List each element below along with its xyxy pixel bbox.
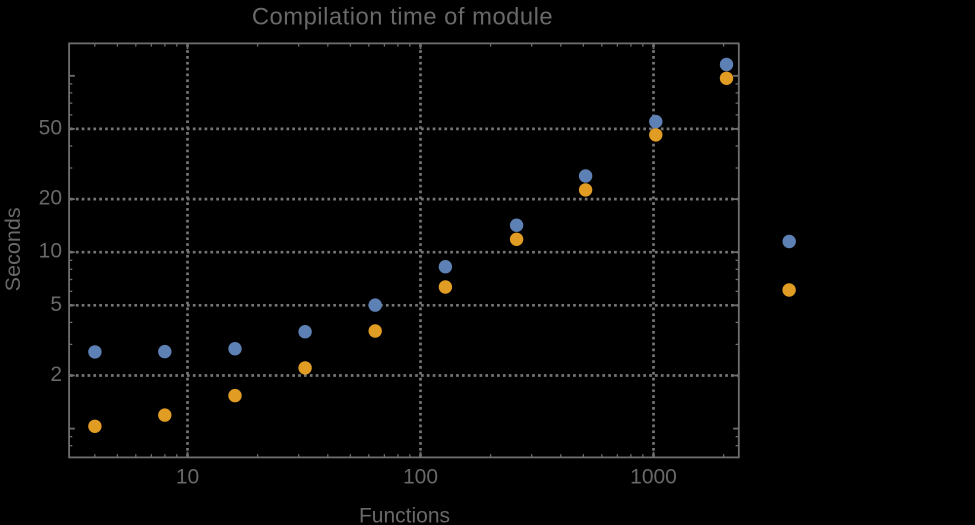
svg-text:2: 2 — [50, 363, 62, 386]
svg-text:100: 100 — [403, 465, 438, 488]
svg-text:10: 10 — [176, 465, 199, 488]
svg-text:5: 5 — [50, 293, 62, 316]
svg-text:10: 10 — [39, 240, 62, 263]
svg-text:1000: 1000 — [630, 465, 677, 488]
svg-text:Seconds: Seconds — [0, 207, 25, 291]
svg-text:Compilation time of module: Compilation time of module — [252, 4, 553, 31]
svg-text:50: 50 — [39, 116, 62, 139]
svg-text:20: 20 — [39, 187, 62, 210]
svg-text:Functions: Functions — [359, 504, 450, 525]
